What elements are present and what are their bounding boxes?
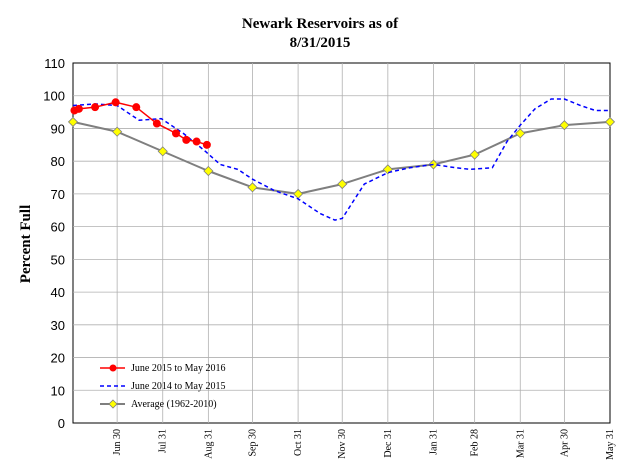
data-point [157, 146, 168, 157]
y-axis-label: Percent Full [18, 205, 34, 283]
x-tick-label: Nov 30 [337, 429, 348, 459]
y-tick-label: 110 [44, 56, 65, 71]
legend-label-2014: June 2014 to May 2015 [131, 381, 225, 392]
y-tick-label: 50 [51, 252, 65, 267]
data-point [111, 98, 120, 107]
y-tick-labels: 0 10 20 30 40 50 60 70 80 90 100 110 [43, 56, 65, 431]
data-point [74, 104, 83, 113]
y-tick-label: 0 [58, 416, 65, 431]
x-tick-label: Dec 31 [383, 429, 394, 458]
data-point [91, 103, 100, 112]
series-line [72, 98, 610, 221]
data-point [182, 135, 191, 144]
y-tick-label: 30 [51, 318, 65, 333]
series-1 [72, 98, 610, 221]
series-layer [67, 98, 616, 221]
y-tick-label: 40 [51, 285, 65, 300]
x-tick-label: Mar 31 [515, 429, 526, 458]
data-point [152, 119, 161, 128]
x-tick-label: Oct 31 [293, 429, 304, 456]
series-0 [70, 98, 211, 149]
data-point [604, 116, 616, 127]
legend-entry-2014: June 2014 to May 2015 [100, 381, 225, 392]
data-point [132, 103, 141, 112]
y-tick-label: 100 [43, 89, 65, 104]
data-point [247, 182, 258, 193]
y-tick-label: 10 [51, 383, 65, 398]
legend-marker-2015 [109, 364, 117, 372]
data-point [337, 179, 348, 190]
data-point [515, 128, 526, 139]
data-point [202, 140, 211, 149]
x-tick-label: May 31 [605, 429, 616, 460]
data-point [469, 149, 480, 160]
data-point [67, 116, 79, 127]
x-tick-label: Jul 31 [158, 429, 169, 453]
legend-label-2015: June 2015 to May 2016 [131, 363, 225, 374]
data-point [192, 137, 201, 146]
y-gridlines [73, 95, 610, 391]
data-point [112, 126, 123, 137]
x-tick-label: Jan 31 [428, 429, 439, 455]
legend-entry-2015: June 2015 to May 2016 [100, 363, 225, 374]
series-line [74, 101, 208, 146]
series-2 [67, 116, 616, 199]
x-tick-labels: Jun 30 Jul 31 Aug 31 Sep 30 Oct 31 Nov 30 Dec … [112, 429, 616, 460]
x-tick-label: Jun 30 [112, 429, 123, 455]
legend: June 2015 to May 2016 June 2014 to May 2… [100, 363, 225, 410]
legend-marker-average [108, 399, 118, 409]
x-tick-label: Apr 30 [559, 429, 570, 457]
x-gridlines [116, 63, 565, 423]
x-tick-label: Sep 30 [247, 429, 258, 457]
x-tick-label: Feb 28 [470, 429, 481, 457]
data-point [171, 129, 180, 138]
y-tick-label: 80 [51, 154, 65, 169]
x-tick-label: Aug 31 [203, 429, 214, 459]
y-tick-label: 20 [51, 351, 65, 366]
data-point [203, 165, 214, 177]
data-point [559, 120, 570, 131]
chart-subtitle: 8/31/2015 [290, 35, 351, 51]
y-tick-label: 70 [51, 187, 65, 202]
chart-title: Newark Reservoirs as of [242, 16, 399, 32]
legend-entry-average: Average (1962-2010) [100, 399, 217, 410]
legend-label-average: Average (1962-2010) [131, 399, 217, 410]
y-tick-label: 90 [51, 121, 65, 136]
y-tick-label: 60 [51, 220, 65, 235]
